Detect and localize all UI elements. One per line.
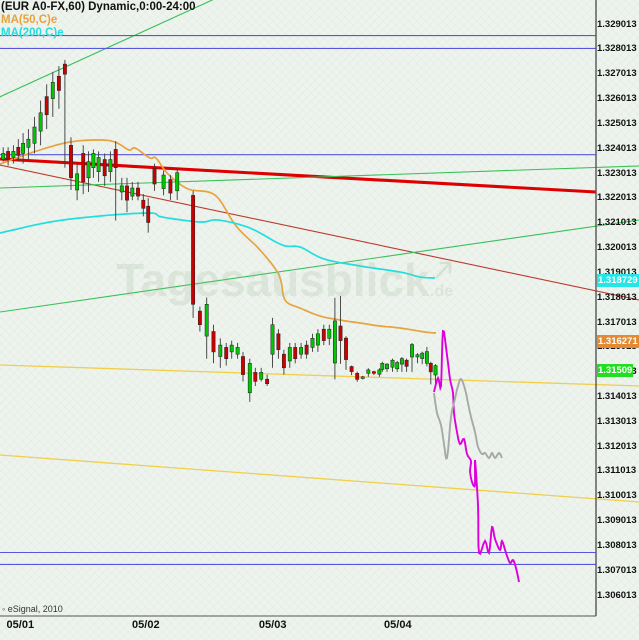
svg-text:.de: .de — [430, 283, 453, 300]
svg-text:Tagesausblick: Tagesausblick — [116, 254, 430, 306]
